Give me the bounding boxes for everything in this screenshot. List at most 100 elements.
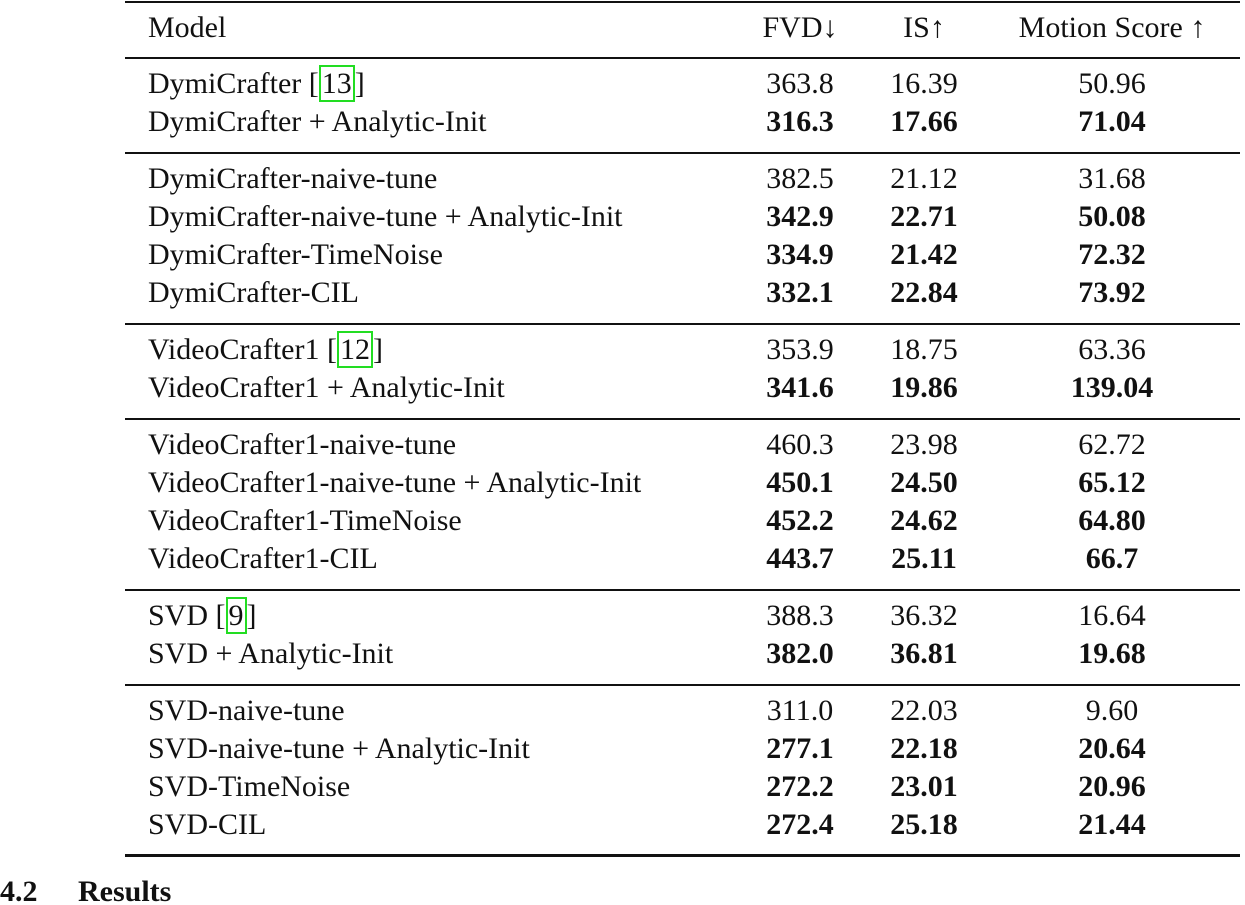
metric-value: 22.18 — [890, 732, 958, 765]
model-name: SVD + Analytic-Init — [148, 637, 393, 671]
metric-value: 65.12 — [1078, 466, 1146, 499]
metric-value: 72.32 — [1078, 238, 1146, 271]
metric-value: 353.9 — [766, 333, 834, 366]
model-text: VideoCrafter1-naive-tune + Analytic-Init — [148, 466, 642, 499]
metric-value: 9.60 — [1085, 694, 1139, 727]
metric-value: 311.0 — [766, 694, 834, 727]
metric-value: 452.2 — [766, 504, 834, 537]
header-cell: FVD↓ — [762, 11, 838, 44]
model-text: SVD [ — [148, 599, 226, 632]
model-text: VideoCrafter1-naive-tune — [148, 428, 457, 461]
metric-value: 16.64 — [1078, 599, 1146, 632]
model-name: DymiCrafter [13] — [148, 65, 365, 102]
metric-value: 50.08 — [1078, 200, 1146, 233]
metric-value: 332.1 — [766, 276, 834, 309]
metric-value: 62.72 — [1078, 428, 1146, 461]
model-text: SVD-TimeNoise — [148, 770, 351, 803]
metric-value: 388.3 — [766, 599, 834, 632]
model-text: VideoCrafter1 + Analytic-Init — [148, 371, 505, 404]
citation: 13 — [318, 65, 355, 102]
metric-value: 71.04 — [1078, 105, 1146, 138]
section-number: 4.2 — [0, 875, 38, 905]
metric-value: 16.39 — [890, 67, 958, 100]
metric-value: 22.03 — [890, 694, 958, 727]
model-name: DymiCrafter + Analytic-Init — [148, 105, 487, 139]
metric-value: 25.11 — [891, 542, 957, 575]
metric-value: 139.04 — [1070, 371, 1154, 404]
model-text: VideoCrafter1-CIL — [148, 542, 378, 575]
model-name: DymiCrafter-TimeNoise — [148, 238, 443, 272]
metric-value: 460.3 — [766, 428, 834, 461]
rule — [125, 854, 1240, 857]
rule — [125, 323, 1240, 325]
model-name: VideoCrafter1-TimeNoise — [148, 504, 462, 538]
header-cell: Motion Score ↑ — [1018, 11, 1206, 44]
metric-value: 23.01 — [890, 770, 958, 803]
model-name: VideoCrafter1-CIL — [148, 542, 378, 576]
metric-value: 334.9 — [766, 238, 834, 271]
metric-value: 341.6 — [766, 371, 834, 404]
model-text: DymiCrafter-naive-tune — [148, 162, 438, 195]
model-text: VideoCrafter1 [ — [148, 333, 337, 366]
metric-value: 25.18 — [890, 808, 958, 841]
rule — [125, 57, 1240, 59]
model-text: ] — [354, 67, 365, 100]
metric-value: 443.7 — [766, 542, 834, 575]
model-text: DymiCrafter-TimeNoise — [148, 238, 443, 271]
metric-value: 22.84 — [890, 276, 958, 309]
model-text: ] — [246, 599, 257, 632]
rule — [125, 418, 1240, 420]
section-title: Results — [78, 875, 172, 905]
header-cell: Model — [148, 11, 227, 44]
model-name: VideoCrafter1 [12] — [148, 331, 383, 368]
model-name: SVD [9] — [148, 597, 257, 634]
metric-value: 342.9 — [766, 200, 834, 233]
metric-value: 22.71 — [890, 200, 958, 233]
citation: 9 — [225, 597, 247, 634]
metric-value: 450.1 — [766, 466, 834, 499]
metric-value: 272.4 — [766, 808, 834, 841]
model-text: DymiCrafter [ — [148, 67, 319, 100]
model-name: SVD-CIL — [148, 808, 266, 842]
metric-value: 277.1 — [766, 732, 834, 765]
rule — [125, 684, 1240, 686]
rule — [125, 589, 1240, 591]
metric-value: 66.7 — [1085, 542, 1139, 575]
metric-value: 21.12 — [890, 162, 958, 195]
rule — [125, 1, 1240, 3]
model-text: DymiCrafter-naive-tune + Analytic-Init — [148, 200, 623, 233]
model-name: DymiCrafter-naive-tune + Analytic-Init — [148, 200, 623, 234]
metric-value: 36.81 — [890, 637, 958, 670]
model-name: DymiCrafter-naive-tune — [148, 162, 437, 196]
model-name: VideoCrafter1 + Analytic-Init — [148, 371, 505, 405]
model-name: VideoCrafter1-naive-tune — [148, 428, 456, 462]
model-name: SVD-TimeNoise — [148, 770, 350, 804]
metric-value: 23.98 — [890, 428, 958, 461]
metric-value: 272.2 — [766, 770, 834, 803]
model-name: SVD-naive-tune + Analytic-Init — [148, 732, 530, 766]
metric-value: 382.5 — [766, 162, 834, 195]
model-text: SVD-CIL — [148, 808, 267, 841]
metric-value: 20.96 — [1078, 770, 1146, 803]
metric-value: 20.64 — [1078, 732, 1146, 765]
metric-value: 64.80 — [1078, 504, 1146, 537]
model-name: DymiCrafter-CIL — [148, 276, 359, 310]
header-cell: IS↑ — [903, 11, 945, 44]
metric-value: 50.96 — [1078, 67, 1146, 100]
metric-value: 73.92 — [1078, 276, 1146, 309]
metric-value: 316.3 — [766, 105, 834, 138]
metric-value: 31.68 — [1078, 162, 1146, 195]
metric-value: 19.68 — [1078, 637, 1146, 670]
model-text: ] — [372, 333, 383, 366]
metric-value: 36.32 — [890, 599, 958, 632]
metric-value: 24.62 — [890, 504, 958, 537]
model-text: SVD-naive-tune + Analytic-Init — [148, 732, 530, 765]
metric-value: 363.8 — [766, 67, 834, 100]
metric-value: 21.42 — [890, 238, 958, 271]
metric-value: 63.36 — [1078, 333, 1146, 366]
citation: 12 — [336, 331, 373, 368]
model-text: DymiCrafter + Analytic-Init — [148, 105, 487, 138]
metric-value: 21.44 — [1078, 808, 1146, 841]
metric-value: 19.86 — [890, 371, 958, 404]
